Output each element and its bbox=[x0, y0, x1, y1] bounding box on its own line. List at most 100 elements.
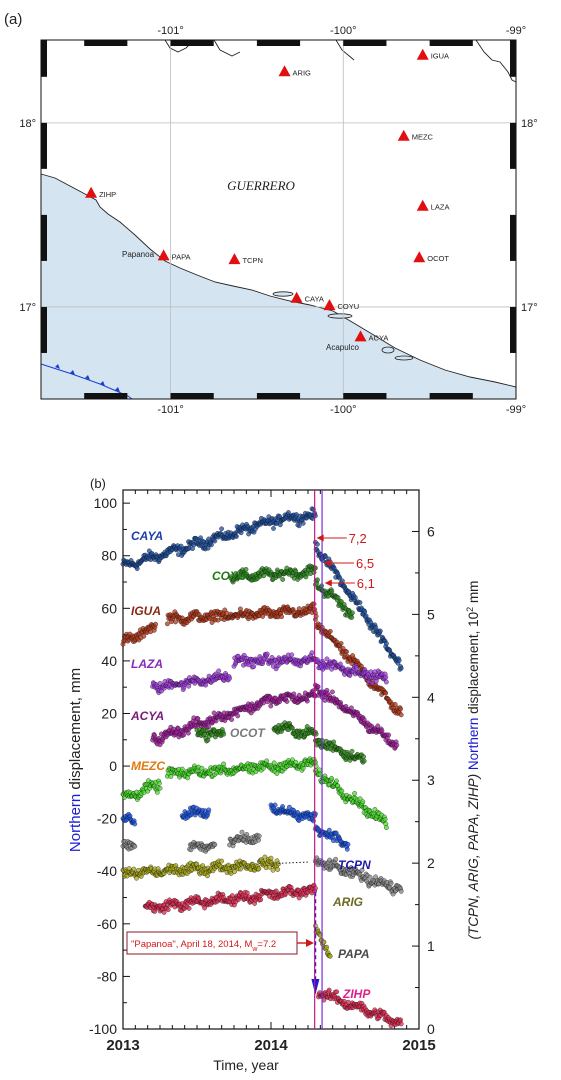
point-igua bbox=[327, 628, 333, 634]
frame-segment-bottom bbox=[429, 393, 473, 399]
point-caya bbox=[178, 543, 184, 549]
point-zihp bbox=[334, 989, 340, 995]
event-text-main: "Papanoa", April 18, 2014, M bbox=[131, 939, 252, 950]
frame-segment-top bbox=[84, 40, 128, 46]
y-left-tick-label: -100 bbox=[89, 1021, 117, 1037]
point-coyu bbox=[335, 595, 341, 600]
plot-axes: 100 80 60 40 20 0 -20 -40 -60 -80 -100 6 5 4 3 2 1 0 2013 2… bbox=[89, 489, 436, 1054]
station-mezc-marker bbox=[397, 129, 410, 141]
point-laza bbox=[383, 674, 389, 680]
point-arig bbox=[239, 829, 245, 835]
point-caya bbox=[209, 542, 214, 548]
y-left-label-rest: displacement, mm bbox=[67, 668, 84, 794]
point-mezc bbox=[168, 774, 174, 779]
point-mezc bbox=[179, 766, 185, 772]
point-acya bbox=[386, 732, 392, 738]
point-igua bbox=[279, 614, 284, 620]
point-arig bbox=[132, 844, 138, 849]
earthquake-magnitude-label: 6,1 bbox=[357, 576, 375, 591]
point-mezc bbox=[157, 785, 163, 791]
y-right-tick-label: 2 bbox=[427, 855, 435, 871]
map-lon-tick-top: -99° bbox=[506, 25, 526, 37]
series-label-zihp: ZIHP bbox=[342, 987, 371, 1001]
point-mezc bbox=[384, 825, 389, 830]
point-acya bbox=[379, 728, 385, 734]
point-tcpn bbox=[206, 807, 212, 813]
series-label-caya: CAYA bbox=[131, 529, 163, 543]
station-arig-label: ARIG bbox=[293, 68, 312, 77]
point-mezc bbox=[339, 788, 345, 794]
lagoon bbox=[381, 346, 395, 354]
lagoon bbox=[272, 291, 294, 297]
trench-tooth bbox=[70, 370, 75, 375]
point-acya bbox=[291, 691, 297, 697]
frame-segment-right bbox=[510, 122, 516, 169]
point-coyu bbox=[315, 577, 320, 583]
map-lon-tick-bottom: -100° bbox=[330, 404, 356, 416]
station-arig-marker bbox=[278, 65, 291, 77]
x-axis-label: Time, year bbox=[213, 1057, 279, 1073]
point-laza bbox=[347, 673, 353, 678]
timeseries-panel: (b) 100806040200-20-40-60-80-10065432102… bbox=[67, 476, 481, 1073]
station-caya-label: CAYA bbox=[305, 295, 324, 304]
point-laza bbox=[203, 682, 209, 688]
map-lon-tick-bottom: -101° bbox=[157, 404, 183, 416]
point-zihp bbox=[313, 885, 318, 891]
point-coyu bbox=[349, 615, 355, 620]
y-left-tick-label: -60 bbox=[97, 916, 117, 932]
point-acya bbox=[195, 716, 201, 722]
point-coyu bbox=[339, 599, 344, 605]
map-lat-tick-left: 17° bbox=[19, 302, 36, 314]
point-mezc bbox=[264, 758, 270, 764]
point-caya bbox=[234, 534, 239, 539]
earthquake-magnitude-label: 7,2 bbox=[349, 531, 367, 546]
point-caya bbox=[198, 535, 203, 541]
point-tcpn bbox=[272, 802, 278, 808]
point-arig bbox=[373, 874, 378, 880]
point-papa bbox=[275, 867, 281, 872]
point-mezc bbox=[293, 759, 299, 765]
point-igua bbox=[165, 621, 170, 627]
trench-tooth bbox=[85, 375, 90, 380]
point-laza bbox=[384, 679, 389, 685]
map-sea bbox=[40, 173, 517, 400]
y-right-label-stations: (TCPN, ARIG, PAPA, ZIHP) bbox=[466, 774, 481, 940]
y-right-tick-label: 1 bbox=[427, 938, 435, 954]
y-axis-label-right: (TCPN, ARIG, PAPA, ZIHP) Northern displa… bbox=[465, 581, 481, 940]
point-coyu bbox=[313, 565, 318, 571]
map-lat-tick-right: 17° bbox=[521, 302, 538, 314]
series-label-papa: PAPA bbox=[338, 947, 370, 961]
series-label-arig: ARIG bbox=[332, 895, 363, 909]
point-mezc bbox=[156, 780, 162, 786]
event-annotation: "Papanoa", April 18, 2014, Mw=7.2 bbox=[126, 931, 314, 955]
frame-segment-right bbox=[510, 306, 516, 353]
y-left-tick-label: -40 bbox=[97, 863, 117, 879]
earthquake-magnitude-label: 6,5 bbox=[356, 556, 374, 571]
series-label-ocot: OCOT bbox=[230, 726, 266, 740]
x-tick-label: 2013 bbox=[106, 1037, 139, 1054]
point-coyu bbox=[261, 573, 267, 579]
y-left-tick-label: 100 bbox=[94, 495, 118, 511]
point-igua bbox=[383, 690, 389, 696]
map-lat-tick-right: 18° bbox=[521, 118, 538, 130]
lagoon bbox=[394, 355, 414, 361]
point-mezc bbox=[154, 789, 160, 795]
papa-gap-line bbox=[278, 861, 309, 864]
y-right-tick-label: 3 bbox=[427, 772, 435, 788]
frame-segment-bottom bbox=[84, 393, 128, 399]
point-zihp bbox=[186, 906, 192, 911]
y-right-tick-label: 6 bbox=[427, 523, 435, 539]
map-lon-tick-top: -100° bbox=[330, 25, 356, 37]
point-caya bbox=[352, 595, 358, 600]
point-caya bbox=[340, 578, 345, 584]
point-caya bbox=[315, 541, 320, 547]
point-ocot bbox=[349, 748, 355, 754]
station-laza-marker bbox=[416, 199, 429, 211]
point-ocot bbox=[221, 731, 226, 737]
y-left-tick-label: 20 bbox=[101, 705, 117, 721]
frame-segment-left bbox=[41, 40, 47, 77]
point-igua bbox=[392, 702, 398, 707]
earthquake-pointer-head bbox=[324, 579, 332, 587]
station-ocot-label: OCOT bbox=[427, 254, 449, 263]
point-coyu bbox=[311, 570, 317, 575]
